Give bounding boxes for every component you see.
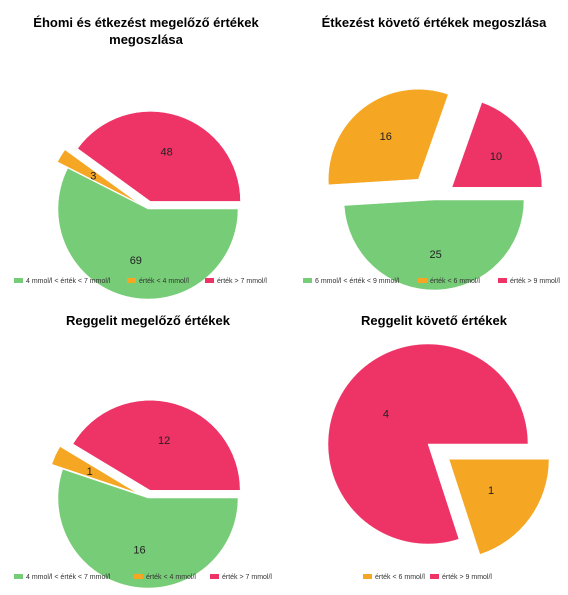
slice-value-label: 1: [488, 485, 494, 497]
pie-slice: [57, 167, 239, 300]
slice-value-label: 4: [383, 408, 389, 420]
slice-value-label: 1: [87, 466, 93, 478]
legend-entry: érték > 9 mmol/l: [510, 278, 560, 285]
pie-slice: [77, 111, 241, 202]
pie-slice: [448, 459, 550, 555]
pie-slice: [57, 468, 239, 589]
legend-swatch: [430, 574, 439, 579]
legend-entry: 6 mmol/l < érték < 9 mmol/l: [315, 278, 400, 285]
legend-entry: érték < 4 mmol/l: [146, 574, 196, 581]
pie-slice: [343, 199, 525, 291]
pie-chart-3: Reggelit megelőző értékek 16 1 12 4 mmol/l <…: [14, 313, 272, 589]
slice-value-label: 16: [133, 545, 145, 557]
legend-entry: érték > 7 mmol/l: [222, 574, 272, 581]
legend-entry: 4 mmol/l < érték < 7 mmol/l: [26, 574, 111, 581]
legend-entry: érték < 6 mmol/l: [430, 278, 480, 285]
pie-chart-1: Éhomi és étkezést megelőző értékek megosz…: [14, 15, 267, 300]
chart-title-line: Éhomi és étkezést megelőző értékek: [33, 15, 259, 30]
legend-swatch: [127, 278, 136, 283]
slice-value-label: 48: [160, 147, 172, 159]
pie-slice: [451, 102, 543, 188]
slice-value-label: 3: [90, 170, 96, 182]
legend-swatch: [418, 278, 427, 283]
slice-value-label: 12: [158, 435, 170, 447]
legend-swatch: [14, 574, 23, 579]
slice-value-label: 69: [130, 255, 142, 267]
pie-slice: [51, 446, 138, 494]
legend-entry: érték > 7 mmol/l: [217, 278, 267, 285]
slice-value-label: 16: [380, 131, 392, 143]
legend-entry: érték < 4 mmol/l: [139, 278, 189, 285]
legend-swatch: [303, 278, 312, 283]
chart-title-line: megoszlása: [109, 32, 183, 47]
pie-slice: [57, 149, 138, 203]
pie-slice: [327, 343, 529, 545]
slice-value-label: 10: [490, 151, 502, 163]
pie-chart-2: Étkezést követő értékek megoszlása 25 16 10…: [303, 15, 560, 291]
legend-entry: érték < 6 mmol/l: [375, 574, 425, 581]
legend-swatch: [210, 574, 219, 579]
legend-swatch: [498, 278, 507, 283]
legend-entry: 4 mmol/l < érték < 7 mmol/l: [26, 278, 111, 285]
legend-swatch: [363, 574, 372, 579]
chart-title-line: Reggelit követő értékek: [361, 313, 508, 328]
pie-slice: [72, 400, 241, 491]
legend-swatch: [134, 574, 143, 579]
chart-title-line: Reggelit megelőző értékek: [66, 313, 231, 328]
pie-chart-4: Reggelit követő értékek 1 4 érték < 6 mmol/…: [327, 313, 550, 581]
slice-value-label: 25: [430, 249, 442, 261]
legend-entry: érték > 9 mmol/l: [442, 574, 492, 581]
legend-swatch: [14, 278, 23, 283]
pie-slice: [328, 89, 449, 186]
legend-swatch: [205, 278, 214, 283]
chart-title-line: Étkezést követő értékek megoszlása: [322, 15, 547, 30]
